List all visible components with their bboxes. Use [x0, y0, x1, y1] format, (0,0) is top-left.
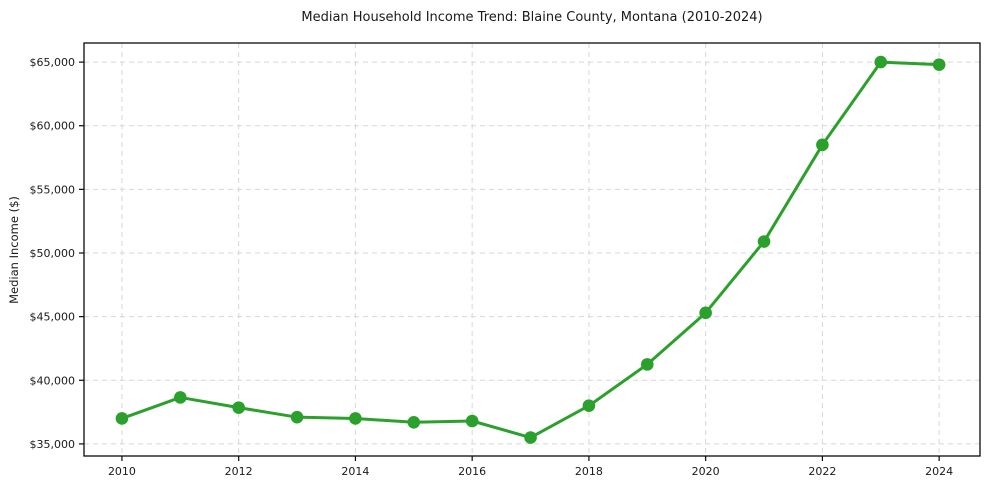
x-tick-label: 2018 [575, 465, 603, 478]
data-point-2016 [465, 414, 479, 428]
income-trend-line [120, 60, 941, 440]
y-tick-label: $60,000 [30, 120, 76, 133]
data-point-2017 [524, 431, 537, 444]
data-point-2024 [932, 58, 946, 71]
y-tick-label: $50,000 [30, 247, 76, 260]
x-tick-label: 2016 [458, 465, 486, 478]
data-point-2019 [640, 358, 654, 371]
x-tick-label: 2022 [808, 465, 836, 478]
data-point-2014 [349, 412, 362, 425]
data-point-2021 [757, 235, 771, 248]
y-tick-label: $40,000 [30, 374, 76, 387]
data-point-2013 [290, 410, 304, 424]
data-point-2018 [582, 399, 596, 413]
x-tick-label: 2024 [925, 465, 953, 478]
chart-title: Median Household Income Trend: Blaine Co… [301, 10, 763, 25]
y-tick-label: $55,000 [30, 183, 76, 196]
data-point-2011 [174, 391, 187, 404]
data-point-2020 [699, 306, 712, 320]
x-tick-label: 2014 [341, 465, 369, 478]
x-tick-label: 2012 [225, 465, 253, 478]
y-tick-label: $35,000 [30, 438, 76, 451]
data-point-2012 [232, 401, 245, 414]
x-tick-label: 2010 [108, 465, 136, 478]
x-tick-label: 2020 [692, 465, 720, 478]
plot-border [83, 42, 981, 457]
y-tick-label: $65,000 [30, 56, 76, 69]
data-point-2023 [874, 55, 888, 69]
data-point-2015 [407, 415, 421, 429]
data-point-2022 [816, 138, 829, 152]
data-point-2010 [115, 412, 129, 425]
y-tick-label: $45,000 [30, 311, 76, 324]
